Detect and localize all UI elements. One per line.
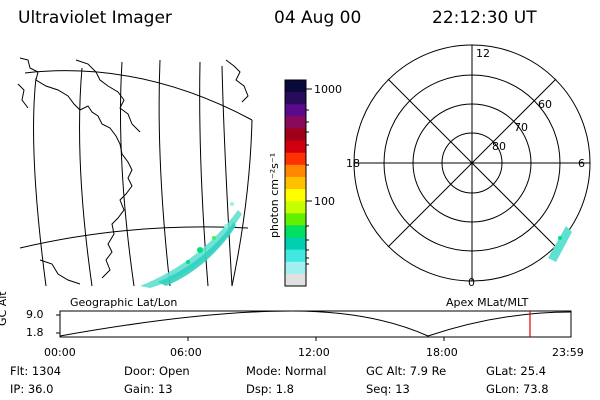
mlat-label-60: 60 xyxy=(538,98,552,111)
mlt-label-18: 18 xyxy=(346,157,360,170)
timeline-plot xyxy=(56,310,572,341)
info-seq: Seq: 13 xyxy=(366,382,410,396)
polar-grid xyxy=(353,44,591,282)
timeline-xtick-0000: 00:00 xyxy=(44,346,76,359)
colorbar-segment xyxy=(285,273,306,287)
timeline-ytick-1-8: 1.8 xyxy=(26,326,44,339)
mlt-label-12: 12 xyxy=(476,47,490,60)
instrument-title: Ultraviolet Imager xyxy=(18,8,172,28)
timeline-xtick-0600: 06:00 xyxy=(170,346,202,359)
colorbar-tick-100: 100 xyxy=(314,195,335,208)
polar-aurora xyxy=(548,226,572,262)
info-flt: Flt: 1304 xyxy=(10,364,62,378)
colorbar-label: photon cm⁻²s⁻¹ xyxy=(268,152,281,238)
info-dsp: Dsp: 1.8 xyxy=(246,382,294,396)
colorbar xyxy=(285,80,306,287)
colorbar-segment xyxy=(285,104,306,117)
colorbar-segment xyxy=(285,80,306,93)
colorbar-segment xyxy=(285,116,306,129)
colorbar-segment xyxy=(285,92,306,105)
geo-map xyxy=(17,57,253,287)
info-glon: GLon: 73.8 xyxy=(486,382,549,396)
geo-aurora xyxy=(140,202,242,288)
colorbar-frame xyxy=(284,79,307,287)
timeline-axis-label: GC Alt xyxy=(0,291,9,326)
info-glat: GLat: 25.4 xyxy=(486,364,547,378)
date-label: 04 Aug 00 xyxy=(274,8,362,28)
colorbar-segment xyxy=(285,164,306,178)
polar-panel-label: Apex MLat/MLT xyxy=(446,296,529,309)
mlt-label-0: 0 xyxy=(468,276,475,289)
colorbar-segment xyxy=(285,152,306,166)
geo-panel-label: Geographic Lat/Lon xyxy=(70,296,178,309)
colorbar-segment xyxy=(285,237,306,251)
colorbar-segment xyxy=(285,128,306,142)
colorbar-segment xyxy=(285,225,306,239)
timeline-xtick-1800: 18:00 xyxy=(426,346,458,359)
colorbar-segment xyxy=(285,261,306,275)
info-mode: Mode: Normal xyxy=(246,364,327,378)
info-gain: Gain: 13 xyxy=(124,382,173,396)
info-ip: IP: 36.0 xyxy=(10,382,54,396)
timeline-xtick-1200: 12:00 xyxy=(298,346,330,359)
mlt-label-6: 6 xyxy=(578,157,585,170)
colorbar-segment xyxy=(285,213,306,226)
timeline-xtick-2359: 23:59 xyxy=(552,346,584,359)
time-label: 22:12:30 UT xyxy=(432,8,537,28)
colorbar-segment xyxy=(285,176,306,190)
colorbar-segment xyxy=(285,249,306,263)
colorbar-ticks xyxy=(306,88,312,265)
colorbar-segment xyxy=(285,189,306,202)
colorbar-segment xyxy=(285,140,306,154)
info-door: Door: Open xyxy=(124,364,190,378)
mlat-label-80: 80 xyxy=(492,140,506,153)
colorbar-segment xyxy=(285,201,306,214)
mlat-label-70: 70 xyxy=(514,121,528,134)
timeline-ytick-9: 9.0 xyxy=(26,308,44,321)
colorbar-tick-1000: 1000 xyxy=(314,83,342,96)
info-gc-alt: GC Alt: 7.9 Re xyxy=(366,364,447,378)
